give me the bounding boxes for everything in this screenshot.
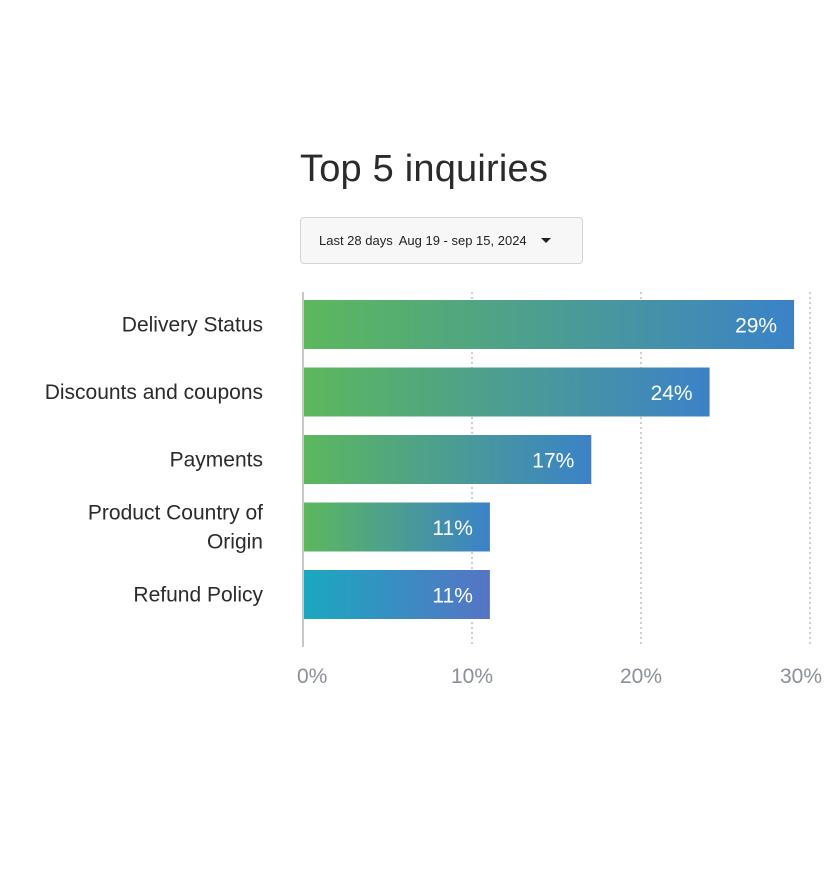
bar-value-label: 11% xyxy=(432,517,472,540)
category-label: Delivery Status xyxy=(122,314,263,337)
x-tick-label: 20% xyxy=(620,665,662,688)
date-range-dropdown[interactable]: Last 28 days Aug 19 - sep 15, 2024 xyxy=(300,217,583,264)
category-label: Discounts and coupons xyxy=(45,381,263,404)
category-label: Product Country of xyxy=(88,502,263,525)
category-label: Origin xyxy=(207,531,263,554)
bar-value-label: 17% xyxy=(532,450,574,473)
bar-value-label: 24% xyxy=(651,382,693,405)
bar xyxy=(304,435,592,484)
date-range-period: Last 28 days xyxy=(319,233,393,248)
bar xyxy=(304,367,710,417)
x-tick-label: 30% xyxy=(780,665,822,688)
bar xyxy=(304,570,490,619)
category-label: Payments xyxy=(170,449,263,472)
bar-value-label: 29% xyxy=(735,315,777,338)
bar xyxy=(304,300,795,349)
bar-value-label: 11% xyxy=(432,585,472,608)
x-tick-label: 10% xyxy=(451,665,493,688)
date-range-dates: Aug 19 - sep 15, 2024 xyxy=(398,233,527,248)
category-label: Refund Policy xyxy=(133,584,263,607)
bar xyxy=(304,502,490,552)
x-tick-label: 0% xyxy=(297,665,327,688)
chart-title: Top 5 inquiries xyxy=(300,148,549,190)
caret-down-icon xyxy=(540,238,551,243)
